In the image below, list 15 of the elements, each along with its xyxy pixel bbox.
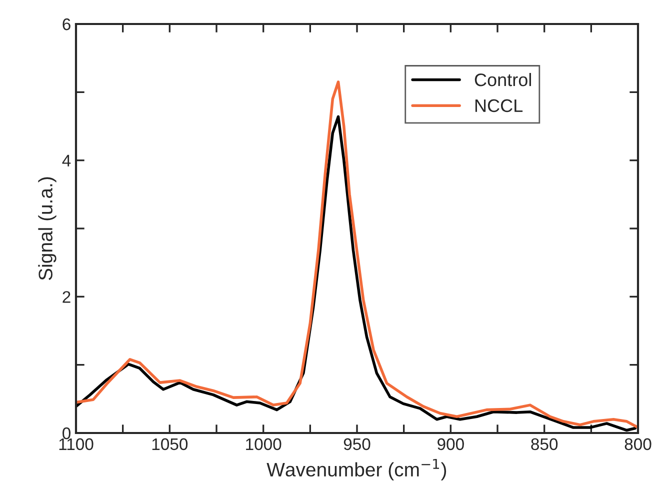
x-tick-label: 800: [624, 438, 652, 450]
x-tick-label: 850: [531, 438, 558, 450]
y-tick-label: 4: [62, 154, 71, 166]
y-tick-label: 0: [62, 427, 70, 440]
legend-label: NCCL: [475, 99, 523, 112]
x-tick-label: 950: [344, 438, 370, 450]
x-tick-label: 1100: [59, 438, 94, 450]
y-tick-label: 2: [62, 291, 70, 303]
x-tick-label: 1000: [246, 438, 282, 450]
y-tick-label: 6: [62, 18, 70, 30]
x-tick-label: 1050: [152, 438, 188, 450]
legend-label: Control: [474, 72, 531, 86]
y-axis-title: Signal (u.a.): [38, 177, 56, 280]
x-tick-label: 900: [438, 438, 464, 450]
x-axis-title: Wavenumber (cm$^{−1}$): [266, 458, 446, 480]
